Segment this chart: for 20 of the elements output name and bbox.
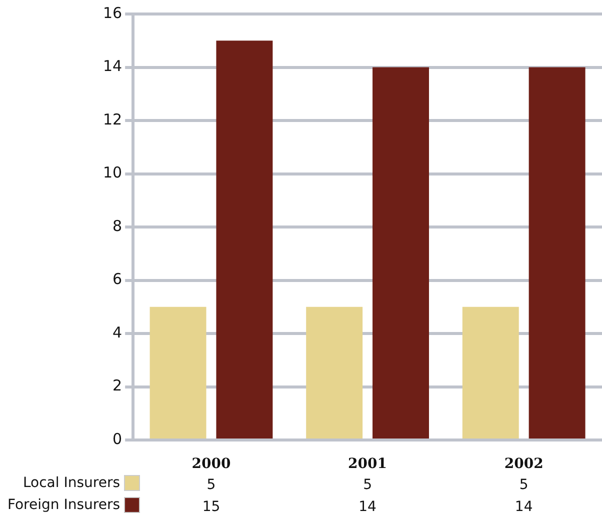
y-tick-label: 4 xyxy=(112,323,122,342)
y-tick-label: 14 xyxy=(102,57,122,76)
x-tick-label: 2000 xyxy=(192,456,231,472)
x-tick-label: 2002 xyxy=(504,456,544,472)
data-label: 14 xyxy=(358,499,376,513)
x-tick-label: 2001 xyxy=(348,456,388,472)
legend-label: Foreign Insurers xyxy=(7,497,120,513)
y-tick-label: 6 xyxy=(112,270,122,288)
y-tick-label: 0 xyxy=(112,430,122,448)
y-tick-label: 12 xyxy=(102,110,122,128)
data-label: 15 xyxy=(202,499,220,513)
legend-label: Local Insurers xyxy=(22,475,120,491)
y-tick-label: 10 xyxy=(102,164,122,182)
y-tick-label: 16 xyxy=(102,4,122,22)
data-label: 5 xyxy=(363,477,372,493)
data-label: 5 xyxy=(519,477,528,493)
y-tick-label: 2 xyxy=(112,376,122,395)
y-tick-label: 8 xyxy=(112,216,122,235)
data-label: 14 xyxy=(514,499,533,513)
data-label: 5 xyxy=(206,477,216,493)
